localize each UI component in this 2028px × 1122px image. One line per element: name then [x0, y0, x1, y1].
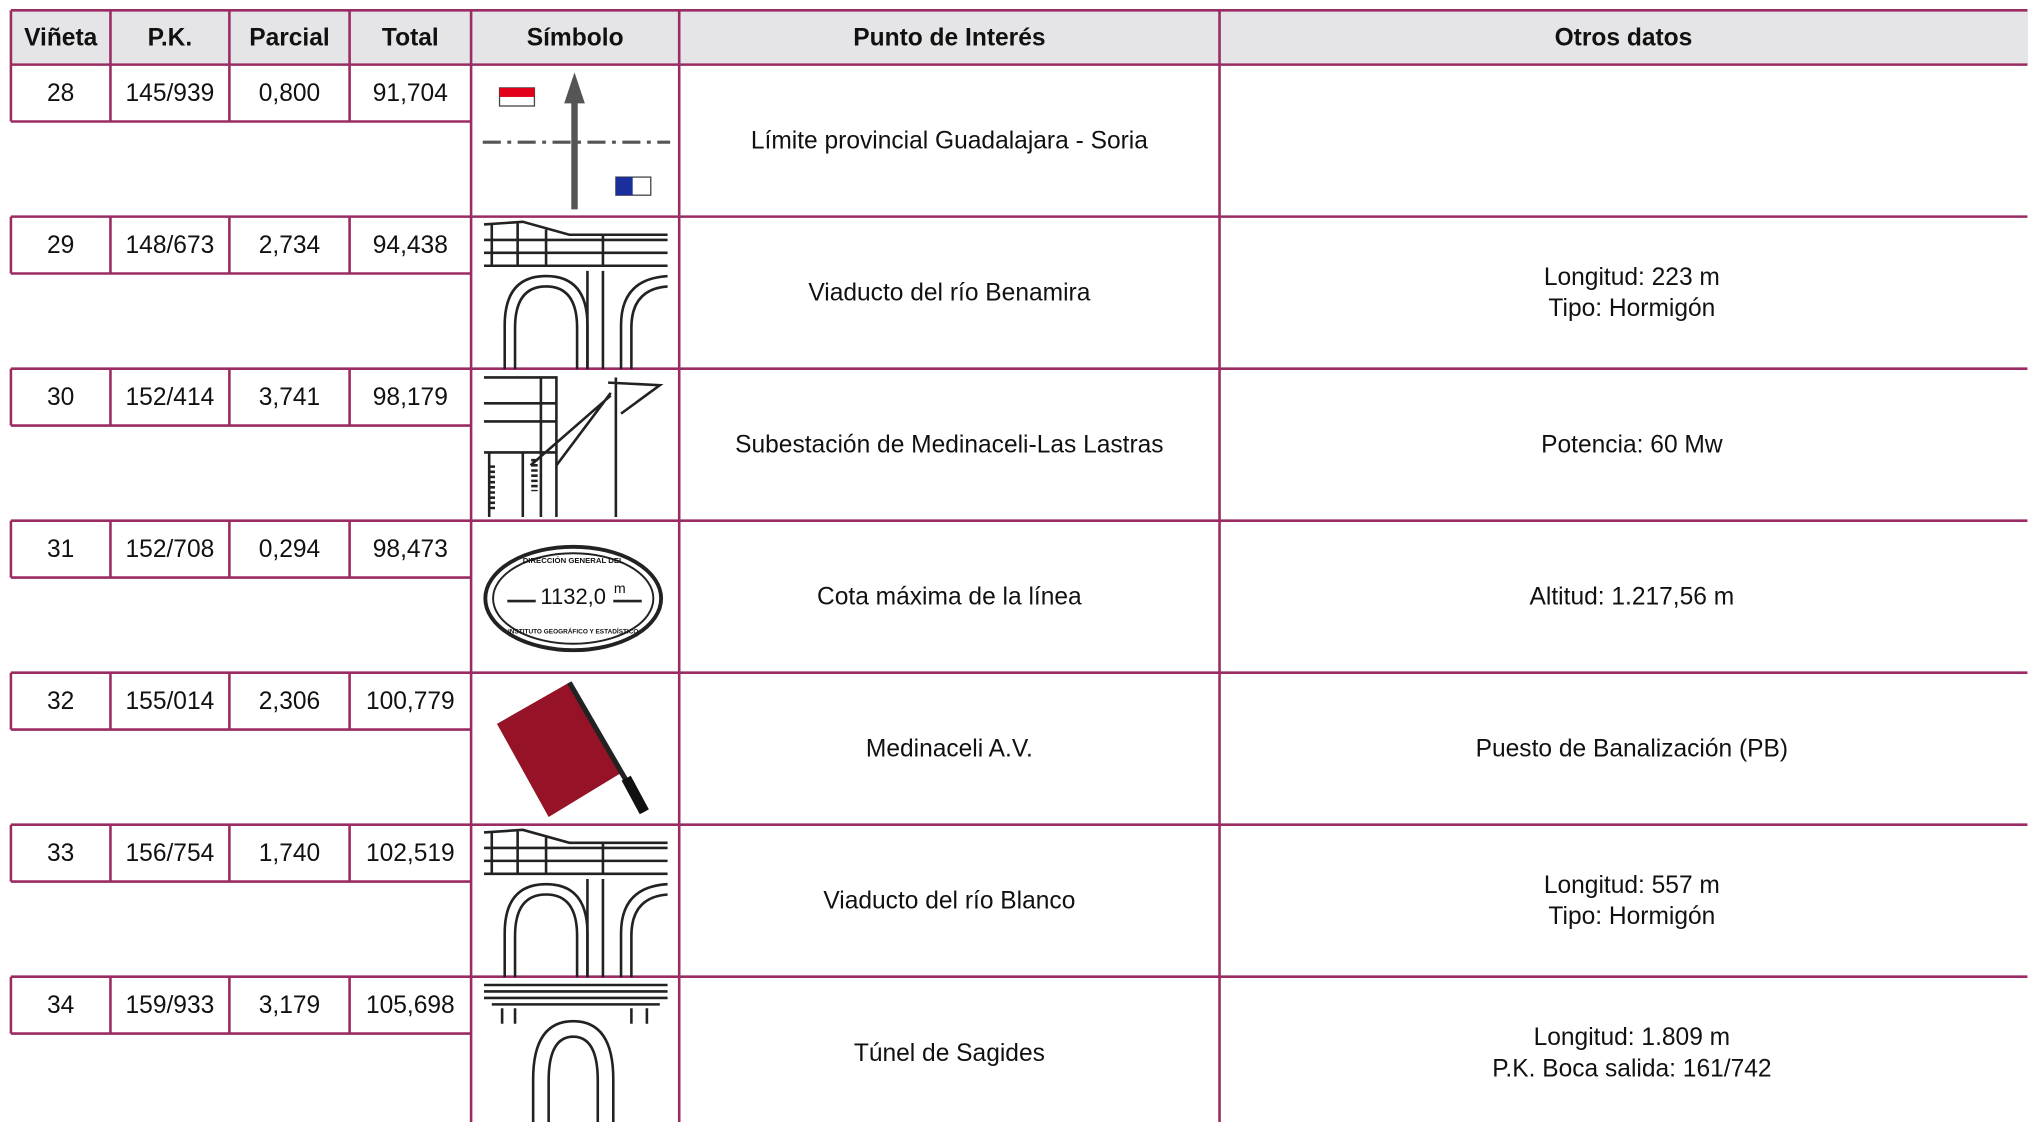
- header-cell: Punto de Interés: [853, 24, 1045, 51]
- icon-shape: [488, 458, 538, 511]
- cell-total: 100,779: [366, 688, 455, 715]
- icon-shape: [484, 376, 664, 518]
- icon-shape: [619, 274, 668, 370]
- icon-shape: [513, 893, 579, 978]
- point-of-interest: Viaducto del río Blanco: [823, 888, 1075, 915]
- symbol-icon: [484, 376, 664, 518]
- header-cell: Parcial: [249, 24, 330, 51]
- cell-vineta: 34: [47, 992, 74, 1019]
- point-of-interest: Límite provincial Guadalajara - Soria: [751, 128, 1148, 155]
- cell-parcial: 1,740: [259, 840, 320, 867]
- symbol-icon: [483, 220, 668, 370]
- icon-shape: [621, 775, 649, 815]
- header-cell: Otros datos: [1555, 24, 1693, 51]
- icon-shape: [500, 1008, 649, 1024]
- cell-vineta: 30: [47, 384, 74, 411]
- cell-parcial: 3,741: [259, 384, 320, 411]
- stamp-unit: m: [614, 581, 626, 597]
- other-data: Longitud: 1.809 m: [1534, 1024, 1731, 1051]
- icon-shape: [564, 72, 585, 104]
- other-data: Puesto de Banalización (PB): [1476, 736, 1788, 763]
- header-cell: P.K.: [148, 24, 193, 51]
- header-cell: Viñeta: [24, 24, 98, 51]
- icon-shape: [483, 220, 668, 268]
- icon-shape: [586, 878, 605, 978]
- other-data: Tipo: Hormigón: [1548, 903, 1715, 930]
- header-cell: Símbolo: [527, 24, 624, 51]
- cell-vineta: 32: [47, 688, 74, 715]
- cell-pk: 156/754: [126, 840, 215, 867]
- symbol-icon: [483, 544, 664, 653]
- symbol-icon: [482, 72, 671, 210]
- icon-shape: [529, 377, 664, 518]
- stamp-value: 1132,0: [540, 584, 606, 609]
- point-of-interest: Viaducto del río Benamira: [808, 280, 1090, 307]
- point-of-interest: Subestación de Medinaceli-Las Lastras: [735, 432, 1163, 459]
- icon-shape: [615, 177, 633, 196]
- header-cell: Total: [382, 24, 439, 51]
- stamp-text: INSTITUTO GEOGRÁFICO Y ESTADÍSTICO: [508, 627, 638, 636]
- point-of-interest: Túnel de Sagides: [854, 1040, 1045, 1067]
- icon-shape: [503, 882, 589, 978]
- other-data: Altitud: 1.217,56 m: [1530, 584, 1735, 611]
- stamp-text: DIRECCIÓN GENERAL DEL: [523, 556, 624, 565]
- icon-shape: [547, 1035, 600, 1122]
- symbol-icon: [496, 681, 649, 817]
- cell-total: 98,179: [373, 384, 448, 411]
- other-data: Potencia: 60 Mw: [1541, 432, 1723, 459]
- cell-vineta: 29: [47, 232, 74, 259]
- symbol-icon: [483, 828, 668, 978]
- icon-shape: [619, 882, 668, 978]
- icon-shape: [499, 87, 535, 97]
- cell-parcial: 2,734: [259, 232, 320, 259]
- header-background: [10, 10, 2028, 65]
- cell-vineta: 31: [47, 536, 74, 563]
- cell-parcial: 0,800: [259, 80, 320, 107]
- cell-vineta: 28: [47, 80, 74, 107]
- icon-shape: [484, 376, 558, 518]
- icon-shape: [483, 220, 668, 370]
- cell-pk: 159/933: [126, 992, 215, 1019]
- icon-shape: [586, 270, 605, 370]
- other-data: Longitud: 557 m: [1544, 872, 1720, 899]
- cell-pk: 148/673: [126, 232, 215, 259]
- cell-pk: 145/939: [126, 80, 215, 107]
- cell-total: 102,519: [366, 840, 455, 867]
- other-data: Longitud: 223 m: [1544, 264, 1720, 291]
- icon-shape: [484, 983, 668, 1122]
- cell-pk: 152/414: [126, 384, 215, 411]
- point-of-interest: Cota máxima de la línea: [817, 584, 1082, 611]
- cell-vineta: 33: [47, 840, 74, 867]
- icon-shape: [531, 1019, 615, 1122]
- icon-shape: [484, 983, 668, 1006]
- icon-shape: [483, 828, 668, 876]
- icon-shape: [503, 274, 589, 370]
- cell-parcial: 3,179: [259, 992, 320, 1019]
- cell-total: 105,698: [366, 992, 455, 1019]
- icon-shape: [513, 285, 579, 370]
- point-of-interest: Medinaceli A.V.: [866, 736, 1033, 763]
- icon-shape: [492, 552, 655, 645]
- cell-total: 91,704: [373, 80, 448, 107]
- icon-shape: [483, 828, 668, 978]
- cell-parcial: 2,306: [259, 688, 320, 715]
- cell-parcial: 0,294: [259, 536, 320, 563]
- other-data: Tipo: Hormigón: [1548, 295, 1715, 322]
- icon-shape: [496, 682, 622, 817]
- cell-total: 94,438: [373, 232, 448, 259]
- cell-pk: 155/014: [126, 688, 215, 715]
- cell-total: 98,473: [373, 536, 448, 563]
- symbol-icon: [484, 983, 668, 1122]
- icon-shape: [483, 544, 664, 653]
- other-data: P.K. Boca salida: 161/742: [1492, 1055, 1771, 1082]
- cell-pk: 152/708: [126, 536, 215, 563]
